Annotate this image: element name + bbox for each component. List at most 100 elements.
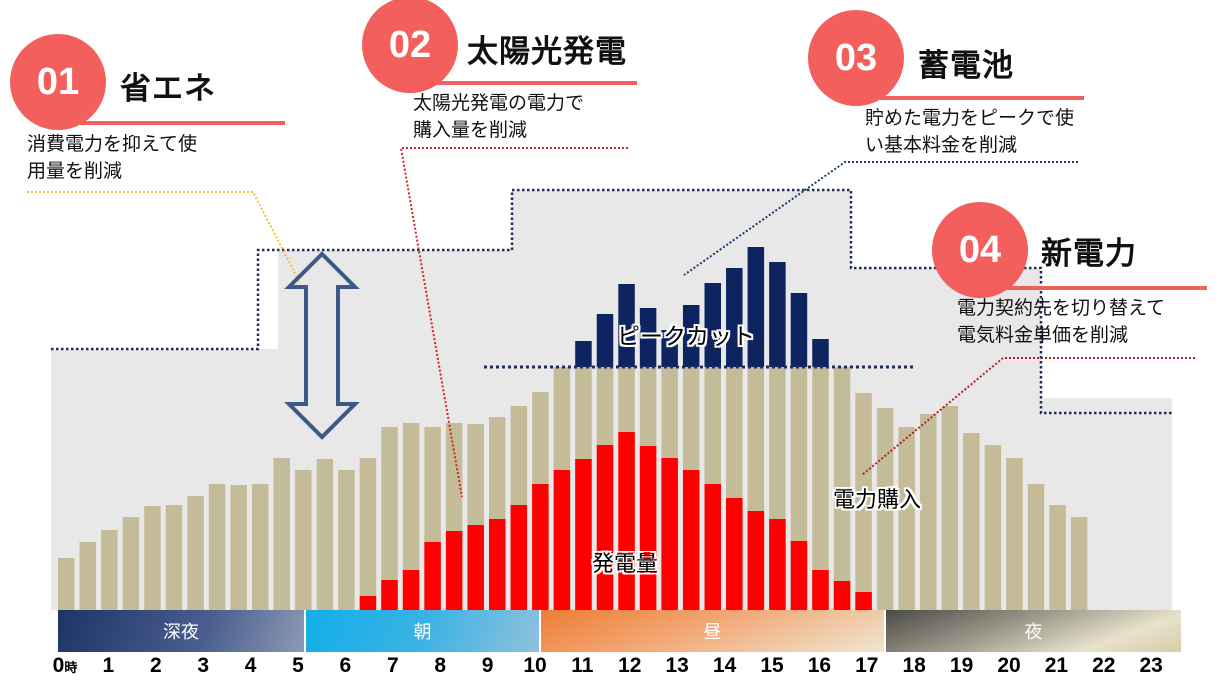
hour-label: 18 — [902, 654, 926, 677]
peak-cut-bar — [812, 339, 829, 367]
usage-bar — [122, 517, 140, 610]
bar-group — [58, 247, 1088, 610]
generation-bar — [381, 580, 398, 610]
callout-04-description: 電力契約先を切り替えて 電気料金単価を削減 — [957, 295, 1165, 349]
hour-label: 13 — [665, 654, 689, 677]
hour-label: 2 — [149, 654, 162, 677]
callout-04-underline — [1000, 286, 1207, 290]
peak-cut-bar — [747, 247, 765, 367]
generation-bar — [467, 525, 484, 610]
callout-03-badge: 03 — [808, 10, 904, 106]
usage-bar — [1049, 505, 1066, 610]
leader-line-03 — [683, 161, 1078, 276]
callout-01-underline — [80, 121, 285, 125]
hour-label: 15 — [760, 654, 784, 677]
period-night-label: 夜 — [1024, 622, 1043, 643]
callout-02-underline — [430, 81, 637, 85]
hour-suffix: 時 — [64, 660, 78, 675]
usage-bar — [1070, 517, 1088, 610]
usage-bar — [144, 506, 161, 610]
usage-bar — [359, 458, 377, 610]
callout-01-badge: 01 — [10, 34, 106, 130]
usage-bar — [101, 530, 118, 610]
generation-bar — [532, 484, 549, 610]
callout-03-desc-line1: 貯めた電力をピークで使 — [865, 107, 1075, 129]
peak-cut-bar — [618, 284, 635, 367]
period-late-night-label: 深夜 — [163, 622, 199, 643]
hour-label: 1 — [102, 654, 115, 677]
period-late-night: 深夜 — [58, 610, 304, 652]
callout-02-desc-line2: 購入量を削減 — [413, 119, 528, 141]
callout-02-description: 太陽光発電の電力で 購入量を削減 — [413, 90, 584, 144]
hour-label: 12 — [618, 654, 642, 677]
peak-cut-bar — [596, 314, 614, 367]
generation-bar — [445, 531, 463, 610]
hour-label: 4 — [244, 654, 257, 677]
period-daytime-label: 昼 — [703, 622, 722, 643]
hour-label: 3 — [197, 654, 210, 677]
usage-bar — [79, 542, 97, 610]
hour-label: 11 — [571, 654, 594, 677]
usage-bar — [898, 427, 915, 610]
hour-label: 8 — [434, 654, 447, 677]
hour-label: 0時 — [52, 654, 78, 677]
peak-cut-bar — [769, 262, 786, 367]
generation-bar — [489, 519, 506, 610]
hour-label: 21 — [1044, 654, 1069, 677]
usage-bar — [855, 393, 872, 610]
callout-03-description: 貯めた電力をピークで使 い基本料金を削減 — [865, 105, 1074, 159]
usage-bar — [230, 485, 247, 610]
generation-bar — [639, 446, 657, 610]
callout-01-title: 省エネ — [120, 71, 216, 107]
usage-bar — [812, 367, 829, 610]
callout-02-badge: 02 — [362, 0, 458, 93]
usage-bar — [251, 484, 269, 610]
peak-cut-bar — [639, 308, 657, 367]
hour-label: 20 — [997, 654, 1021, 677]
generation-bar — [790, 541, 808, 610]
usage-bar — [208, 484, 226, 610]
generation-bar — [769, 519, 786, 610]
usage-bar — [316, 459, 334, 610]
callout-04-desc-line2: 電気料金単価を削減 — [957, 324, 1129, 346]
usage-bar — [1006, 458, 1023, 610]
usage-bar — [381, 427, 398, 610]
hour-label: 23 — [1139, 654, 1163, 677]
generation-bar — [575, 459, 592, 610]
period-night: 夜 — [886, 610, 1181, 652]
hour-label: 14 — [712, 654, 737, 677]
hour-label: 6 — [339, 654, 352, 677]
callout-04-desc-line1: 電力契約先を切り替えて — [957, 297, 1166, 319]
callout-02-title: 太陽光発電 — [467, 34, 627, 70]
usage-bar — [165, 505, 183, 610]
hour-label: 22 — [1092, 654, 1116, 677]
usage-bar — [833, 367, 851, 610]
peak-cut-bar — [726, 268, 743, 367]
generation-bar — [359, 596, 377, 610]
callout-03-desc-line2: い基本料金を削減 — [865, 134, 1018, 156]
callout-01-desc-line2: 用量を削減 — [27, 160, 123, 182]
callout-04-badge: 04 — [932, 202, 1028, 298]
generation-bar — [596, 445, 614, 610]
peak-cut-bar — [575, 341, 592, 367]
usage-bar — [984, 445, 1002, 610]
period-morning: 朝 — [306, 610, 539, 652]
generation-bar — [726, 498, 743, 610]
usage-bar — [187, 496, 204, 610]
hour-label: 10 — [523, 654, 547, 677]
period-morning-label: 朝 — [413, 622, 432, 643]
hour-label: 17 — [855, 654, 879, 677]
usage-bar — [58, 558, 75, 610]
hour-label: 9 — [481, 654, 494, 677]
generation-bar — [682, 470, 700, 610]
callout-01-description: 消費電力を抑えて使 用量を削減 — [27, 131, 197, 185]
leader-line-01 — [27, 191, 301, 284]
callout-04-title: 新電力 — [1041, 236, 1137, 272]
generation-bar — [510, 505, 528, 610]
generation-bar — [812, 570, 829, 610]
generation-label: 発電量 — [592, 552, 659, 577]
callout-03-title: 蓄電池 — [918, 48, 1014, 84]
peak-cut-label: ピークカット — [617, 324, 755, 350]
